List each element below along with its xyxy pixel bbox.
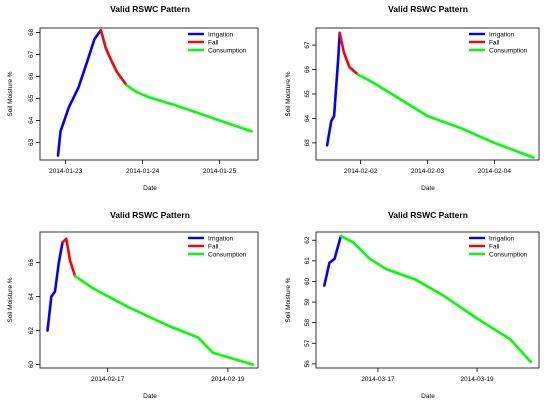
series-line-irrigation [46,240,64,332]
y-tick-label: 67 [28,50,35,58]
x-tick-label: 2014-02-02 [344,168,378,175]
legend-label-consumption: Consumption [208,251,247,258]
y-axis-label: Soil Moisture % [285,71,292,116]
x-tick-label: 2014-02-17 [91,376,125,383]
chart-panel-4: Valid RSWC Pattern Date Soil Moisture % 201… [285,210,540,400]
chart-title: Valid RSWC Pattern [388,210,468,220]
x-tick-label: 2014-02-03 [411,168,445,175]
y-tick-label: 65 [304,90,311,98]
x-tick-label: 2014-01-23 [49,168,83,175]
y-tick-label: 68 [28,28,35,36]
x-axis-label: Date [421,393,435,400]
legend-label-fall: Fall [208,39,219,46]
x-tick-label: 2014-03-17 [361,376,395,383]
legend-label-fall: Fall [489,39,500,46]
y-tick-label: 64 [28,116,35,124]
y-tick-label: 66 [28,72,35,80]
y-tick-label: 58 [304,319,311,327]
plot-frame [39,231,259,369]
x-axis-label: Date [421,185,435,192]
chart-title: Valid RSWC Pattern [110,4,190,14]
series-line-consumption [339,234,533,364]
y-axis-label: Soil Moisture % [7,277,14,322]
series-line-irrigation [56,28,103,157]
x-axis-label: Date [143,393,157,400]
legend-label-irrigation: Irrigation [489,235,515,242]
y-tick-label: 65 [28,94,35,102]
x-tick-label: 2014-01-25 [203,168,237,175]
y-tick-label: 62 [28,327,35,335]
y-tick-label: 56 [304,360,311,368]
legend-label-consumption: Consumption [208,47,247,54]
y-tick-label: 57 [304,339,311,347]
x-tick-label: 2014-02-04 [478,168,512,175]
series-line-fall [61,237,77,278]
plot-frame [39,27,259,161]
y-axis-label: Soil Moisture % [285,277,292,322]
x-tick-label: 2014-03-19 [460,376,494,383]
chart-panel-1: Valid RSWC Pattern Date Soil Moisture % 201… [7,4,259,192]
series-line-fall [338,31,360,76]
y-tick-label: 60 [28,361,35,369]
legend-label-fall: Fall [489,243,500,250]
legend-label-fall: Fall [208,243,219,250]
y-tick-label: 67 [304,41,311,49]
series-line-irrigation [322,234,343,287]
series-line-fall [99,28,128,87]
series-line-irrigation [325,31,342,147]
y-tick-label: 63 [304,139,311,147]
y-tick-label: 66 [304,66,311,74]
x-axis-label: Date [143,185,157,192]
series-line-consumption [356,73,535,159]
y-tick-label: 64 [304,114,311,122]
series-line-consumption [125,83,253,133]
legend-label-consumption: Consumption [489,47,528,54]
y-tick-label: 63 [28,138,35,146]
plot-frame [315,231,540,369]
chart-panel-3: Valid RSWC Pattern Date Soil Moisture % 201… [7,210,259,400]
y-tick-label: 59 [304,298,311,306]
legend-label-irrigation: Irrigation [489,31,515,38]
y-tick-label: 64 [28,293,35,301]
y-tick-label: 62 [304,236,311,244]
legend-label-irrigation: Irrigation [208,235,234,242]
legend-label-irrigation: Irrigation [208,31,234,38]
y-tick-label: 66 [28,259,35,267]
y-axis-label: Soil Moisture % [7,71,14,116]
x-tick-label: 2014-02-19 [211,376,245,383]
y-tick-label: 60 [304,277,311,285]
chart-title: Valid RSWC Pattern [110,210,190,220]
x-tick-label: 2014-01-24 [126,168,160,175]
chart-title: Valid RSWC Pattern [388,4,468,14]
legend-label-consumption: Consumption [489,251,528,258]
chart-panel-2: Valid RSWC Pattern Date Soil Moisture % 201… [285,4,540,192]
y-tick-label: 61 [304,257,311,265]
series-line-consumption [73,274,255,366]
